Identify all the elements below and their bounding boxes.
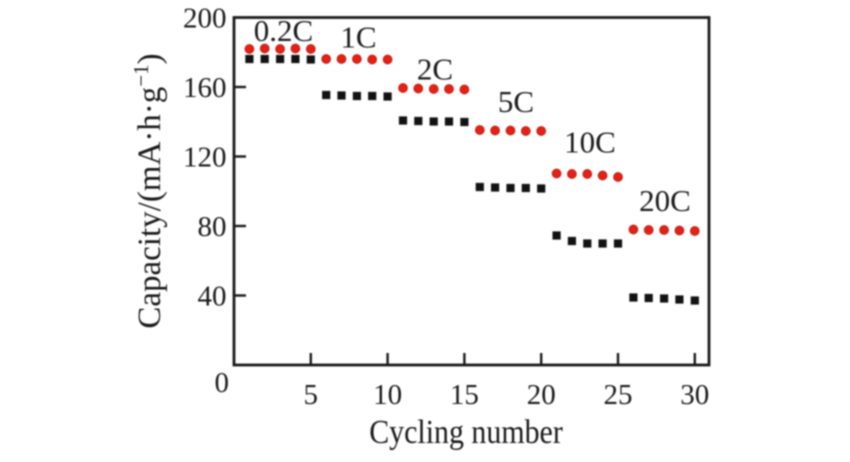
svg-text:120: 120 — [183, 142, 227, 174]
svg-text:25: 25 — [604, 379, 633, 411]
svg-text:20: 20 — [527, 379, 556, 411]
svg-text:0.2C: 0.2C — [254, 13, 313, 48]
svg-text:160: 160 — [183, 72, 227, 104]
svg-text:1C: 1C — [340, 20, 376, 55]
svg-text:80: 80 — [198, 211, 227, 243]
svg-text:20C: 20C — [639, 183, 691, 218]
svg-text:0: 0 — [215, 367, 230, 399]
svg-text:10: 10 — [373, 379, 402, 411]
svg-text:15: 15 — [450, 379, 479, 411]
svg-text:5C: 5C — [498, 84, 534, 119]
svg-text:5: 5 — [304, 379, 319, 411]
svg-text:40: 40 — [198, 281, 227, 313]
svg-text:200: 200 — [183, 3, 227, 35]
svg-text:Cycling number: Cycling number — [369, 412, 563, 450]
svg-text:Capacity/(mA·h·g−1): Capacity/(mA·h·g−1) — [129, 53, 168, 328]
svg-text:2C: 2C — [417, 52, 453, 87]
svg-text:10C: 10C — [564, 125, 616, 160]
svg-text:30: 30 — [680, 379, 709, 411]
